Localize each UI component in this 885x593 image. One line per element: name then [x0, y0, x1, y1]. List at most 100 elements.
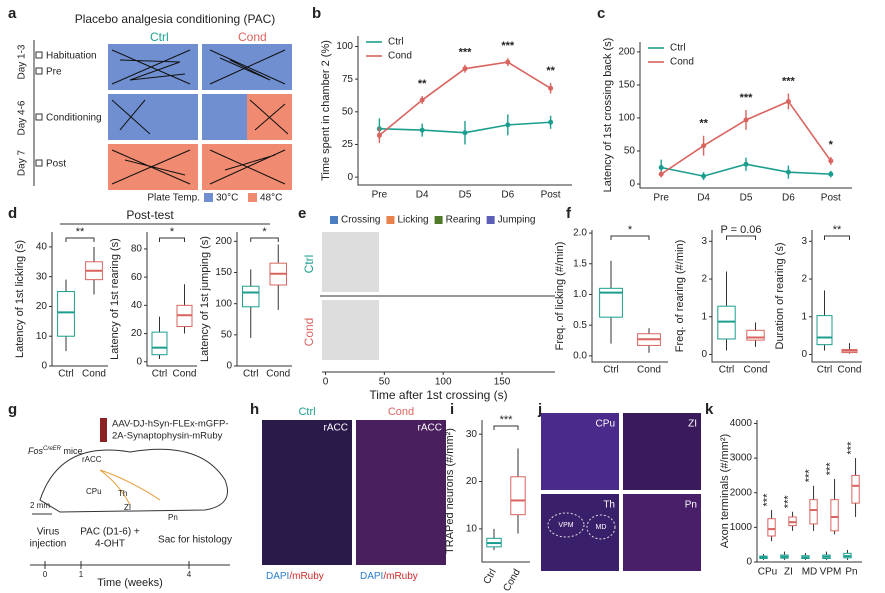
stain-label: DAPI/mRuby — [266, 571, 324, 582]
y-tick-label: 3000 — [730, 453, 753, 464]
panel-label: f — [566, 205, 572, 222]
x-tick-label: Cond — [173, 369, 197, 380]
x-tick-label: 0 — [43, 570, 48, 579]
region-label: Th — [118, 489, 127, 498]
box — [851, 474, 860, 504]
legend-label: Jumping — [498, 215, 536, 226]
y-tick-label: 1.0 — [573, 289, 587, 300]
x-tick-label: Ctrl — [603, 365, 619, 376]
x-tick-label: CPu — [758, 567, 777, 578]
group-label: Ctrl — [302, 255, 316, 274]
y-tick-label: 40 — [131, 300, 143, 311]
x-tick-label: Pre — [653, 193, 669, 204]
y-axis-title: Latency of 1st rearing (s) — [109, 238, 121, 360]
point — [548, 119, 554, 125]
x-tick-label: Post — [541, 190, 561, 201]
axis-line — [811, 230, 862, 363]
panel-label: k — [705, 401, 714, 418]
region-label: rACC — [82, 455, 102, 464]
stain-label: DAPI/mRuby — [360, 571, 418, 582]
x-tick-label: Pn — [845, 567, 857, 578]
x-tick-label: 1 — [79, 570, 84, 579]
region-label: rACC — [324, 423, 348, 434]
virus-label: AAV-DJ-hSyn-FLEx-mGFP- — [112, 419, 228, 430]
y-tick-label: 150 — [618, 80, 635, 91]
x-tick-label: D4 — [416, 190, 429, 201]
event-label: PAC (D1-6) + — [80, 527, 140, 538]
point — [743, 117, 749, 123]
y-tick-label: 0 — [801, 349, 807, 360]
point — [462, 66, 468, 72]
outline — [547, 512, 585, 538]
x-tick-label: 150 — [494, 377, 511, 388]
phase-label: Post — [46, 159, 66, 170]
point — [505, 59, 511, 65]
x-tick-label: Cond — [501, 567, 522, 593]
y-tick-label: 0.5 — [573, 320, 587, 331]
significance: ** — [418, 78, 427, 90]
point — [419, 97, 425, 103]
significance: *** — [824, 462, 836, 476]
point — [785, 169, 791, 175]
legend-label: Cond — [670, 57, 694, 68]
box — [57, 291, 75, 337]
y-axis-title: Latency of 1st licking (s) — [14, 240, 26, 358]
y-axis-title: Freq. of rearing (#/min) — [674, 240, 686, 352]
y-tick-label: 50 — [342, 106, 354, 117]
bracket — [726, 235, 756, 240]
y-tick-label: 10 — [466, 524, 478, 535]
point — [828, 171, 834, 177]
point — [548, 85, 554, 91]
box — [510, 476, 526, 516]
y-tick-label: 200 — [215, 236, 232, 247]
y-tick-label: 0 — [226, 361, 232, 372]
micrograph — [262, 420, 352, 565]
mouse-label: FosCreER mice — [28, 446, 83, 457]
y-tick-label: 30 — [466, 429, 478, 440]
legend-label: 30°C — [216, 193, 238, 204]
y-tick-label: 2000 — [730, 487, 753, 498]
x-tick-label: 100 — [435, 377, 452, 388]
x-tick-label: 50 — [379, 377, 391, 388]
region-label: CPu — [596, 419, 615, 430]
section-title: Post-test — [126, 208, 174, 222]
y-tick-label: 10 — [36, 331, 48, 342]
x-tick-label: Ctrl — [243, 369, 259, 380]
day-label: Day 7 — [17, 150, 28, 177]
arena-images — [108, 44, 292, 190]
y-tick-label: 50 — [624, 146, 636, 157]
significance: * — [628, 224, 633, 236]
day-label: Day 1-3 — [17, 44, 28, 79]
significance: *** — [740, 92, 754, 104]
region-label: ZI — [688, 419, 697, 430]
panel-label: c — [597, 5, 605, 22]
point — [376, 132, 382, 138]
y-tick-label: 100 — [618, 113, 635, 124]
significance: * — [829, 139, 834, 151]
significance: *** — [803, 469, 815, 483]
legend-label: Ctrl — [670, 43, 686, 54]
y-tick-label: 100 — [215, 298, 232, 309]
y-axis-title: TRAPed neurons (#/mm²) — [444, 428, 456, 554]
region-label: Pn — [168, 513, 178, 522]
group-label: Cond — [388, 406, 414, 418]
micrograph — [356, 420, 446, 565]
bracket — [250, 237, 279, 242]
panel-label: g — [8, 401, 17, 418]
box — [830, 499, 839, 532]
day-label: Day 4-6 — [17, 100, 28, 135]
legend-swatch — [248, 193, 257, 202]
legend-swatch — [330, 216, 338, 224]
y-tick-label: 0 — [347, 172, 353, 183]
event-label: Virus — [37, 527, 60, 538]
x-tick-label: Ctrl — [482, 567, 499, 586]
legend-label: 48°C — [260, 193, 282, 204]
y-tick-label: 0 — [701, 349, 707, 360]
panel-title: Placebo analgesia conditioning (PAC) — [75, 12, 276, 26]
y-tick-label: 20 — [36, 301, 48, 312]
virus-label: 2A-Synaptophysin-mRuby — [112, 431, 223, 442]
point — [658, 171, 664, 177]
brain-outline — [39, 448, 228, 513]
axis-line — [639, 42, 852, 189]
significance: *** — [761, 493, 773, 507]
